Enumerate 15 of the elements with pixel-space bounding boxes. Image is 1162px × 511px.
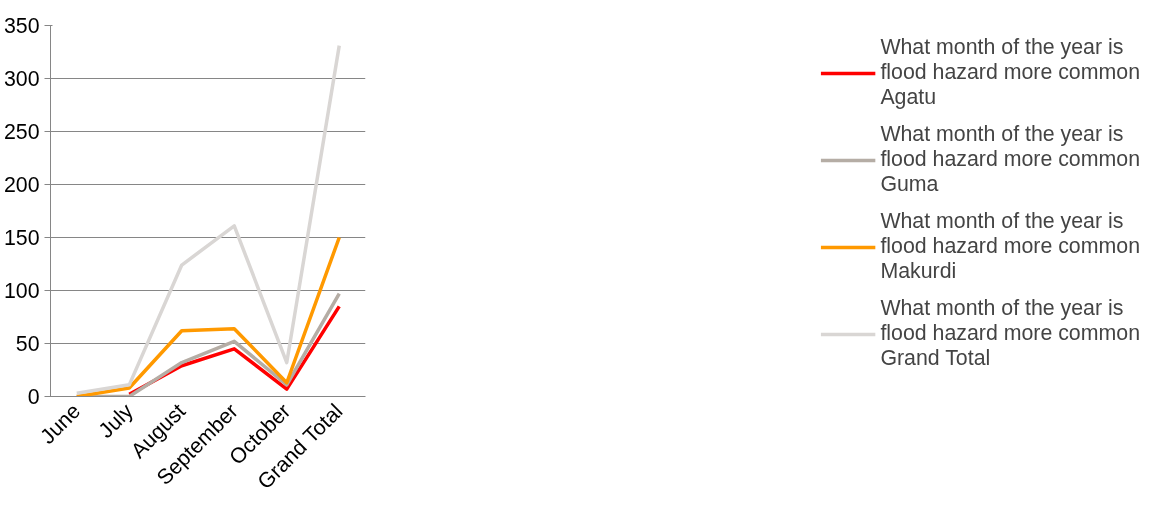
line-series — [75, 235, 341, 397]
y-tick-label: 200 — [3, 173, 40, 197]
y-tick-label: 350 — [3, 14, 40, 38]
legend-label: What month of the year is flood hazard more common Grand Total — [880, 296, 1140, 371]
y-tick-label: 0 — [27, 385, 40, 409]
legend-label: What month of the year is flood hazard more common Agatu — [880, 35, 1140, 110]
y-tick-label: 50 — [15, 332, 40, 356]
line-series — [75, 43, 341, 396]
y-tick-label: 100 — [3, 279, 40, 303]
y-tick-label: 150 — [3, 226, 40, 250]
y-tick-label: 300 — [3, 67, 40, 91]
legend-label: What month of the year is flood hazard more common Makurdi — [880, 209, 1140, 284]
x-tick-label: July — [93, 398, 138, 443]
legend-label: What month of the year is flood hazard more common Guma — [880, 122, 1140, 197]
y-tick-label: 250 — [3, 120, 40, 144]
